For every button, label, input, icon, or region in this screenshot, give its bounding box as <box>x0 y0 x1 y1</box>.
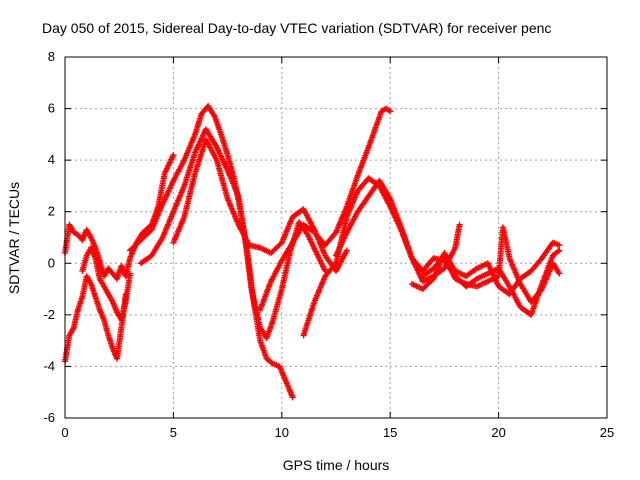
data-points-trace-5 <box>137 126 329 342</box>
data-points-trace-11 <box>419 224 563 305</box>
x-tick-label: 5 <box>170 425 177 440</box>
x-tick-label: 20 <box>491 425 505 440</box>
x-tick-label: 10 <box>275 425 289 440</box>
axis-ticks: 0 5 10 15 20 25 -6 -4 -2 0 2 4 6 8 <box>43 49 614 440</box>
y-tick-label: 4 <box>48 152 55 167</box>
y-tick-label: 0 <box>48 255 55 270</box>
grid-lines <box>65 57 607 418</box>
series-trace-11 <box>419 224 563 305</box>
series-trace-7 <box>257 105 394 313</box>
y-tick-label: -6 <box>43 410 55 425</box>
x-tick-label: 15 <box>383 425 397 440</box>
y-axis-label: SDTVAR / TECUs <box>6 182 22 294</box>
y-tick-label: 8 <box>48 49 55 64</box>
data-series <box>62 103 563 401</box>
y-tick-label: -4 <box>43 358 55 373</box>
chart-title: Day 050 of 2015, Sidereal Day-to-day VTE… <box>42 20 551 36</box>
data-points-trace-6 <box>170 136 350 274</box>
x-axis-label: GPS time / hours <box>283 457 390 473</box>
x-tick-label: 25 <box>600 425 614 440</box>
y-tick-label: -2 <box>43 307 55 322</box>
y-tick-label: 6 <box>48 101 55 116</box>
data-points-trace-7 <box>257 105 394 313</box>
series-trace-5 <box>137 126 329 342</box>
series-trace-6 <box>170 136 350 274</box>
x-tick-label: 0 <box>61 425 68 440</box>
series-trace-3 <box>79 244 133 323</box>
plot-frame <box>64 56 608 419</box>
y-tick-label: 2 <box>48 204 55 219</box>
data-points-trace-3 <box>79 244 133 323</box>
